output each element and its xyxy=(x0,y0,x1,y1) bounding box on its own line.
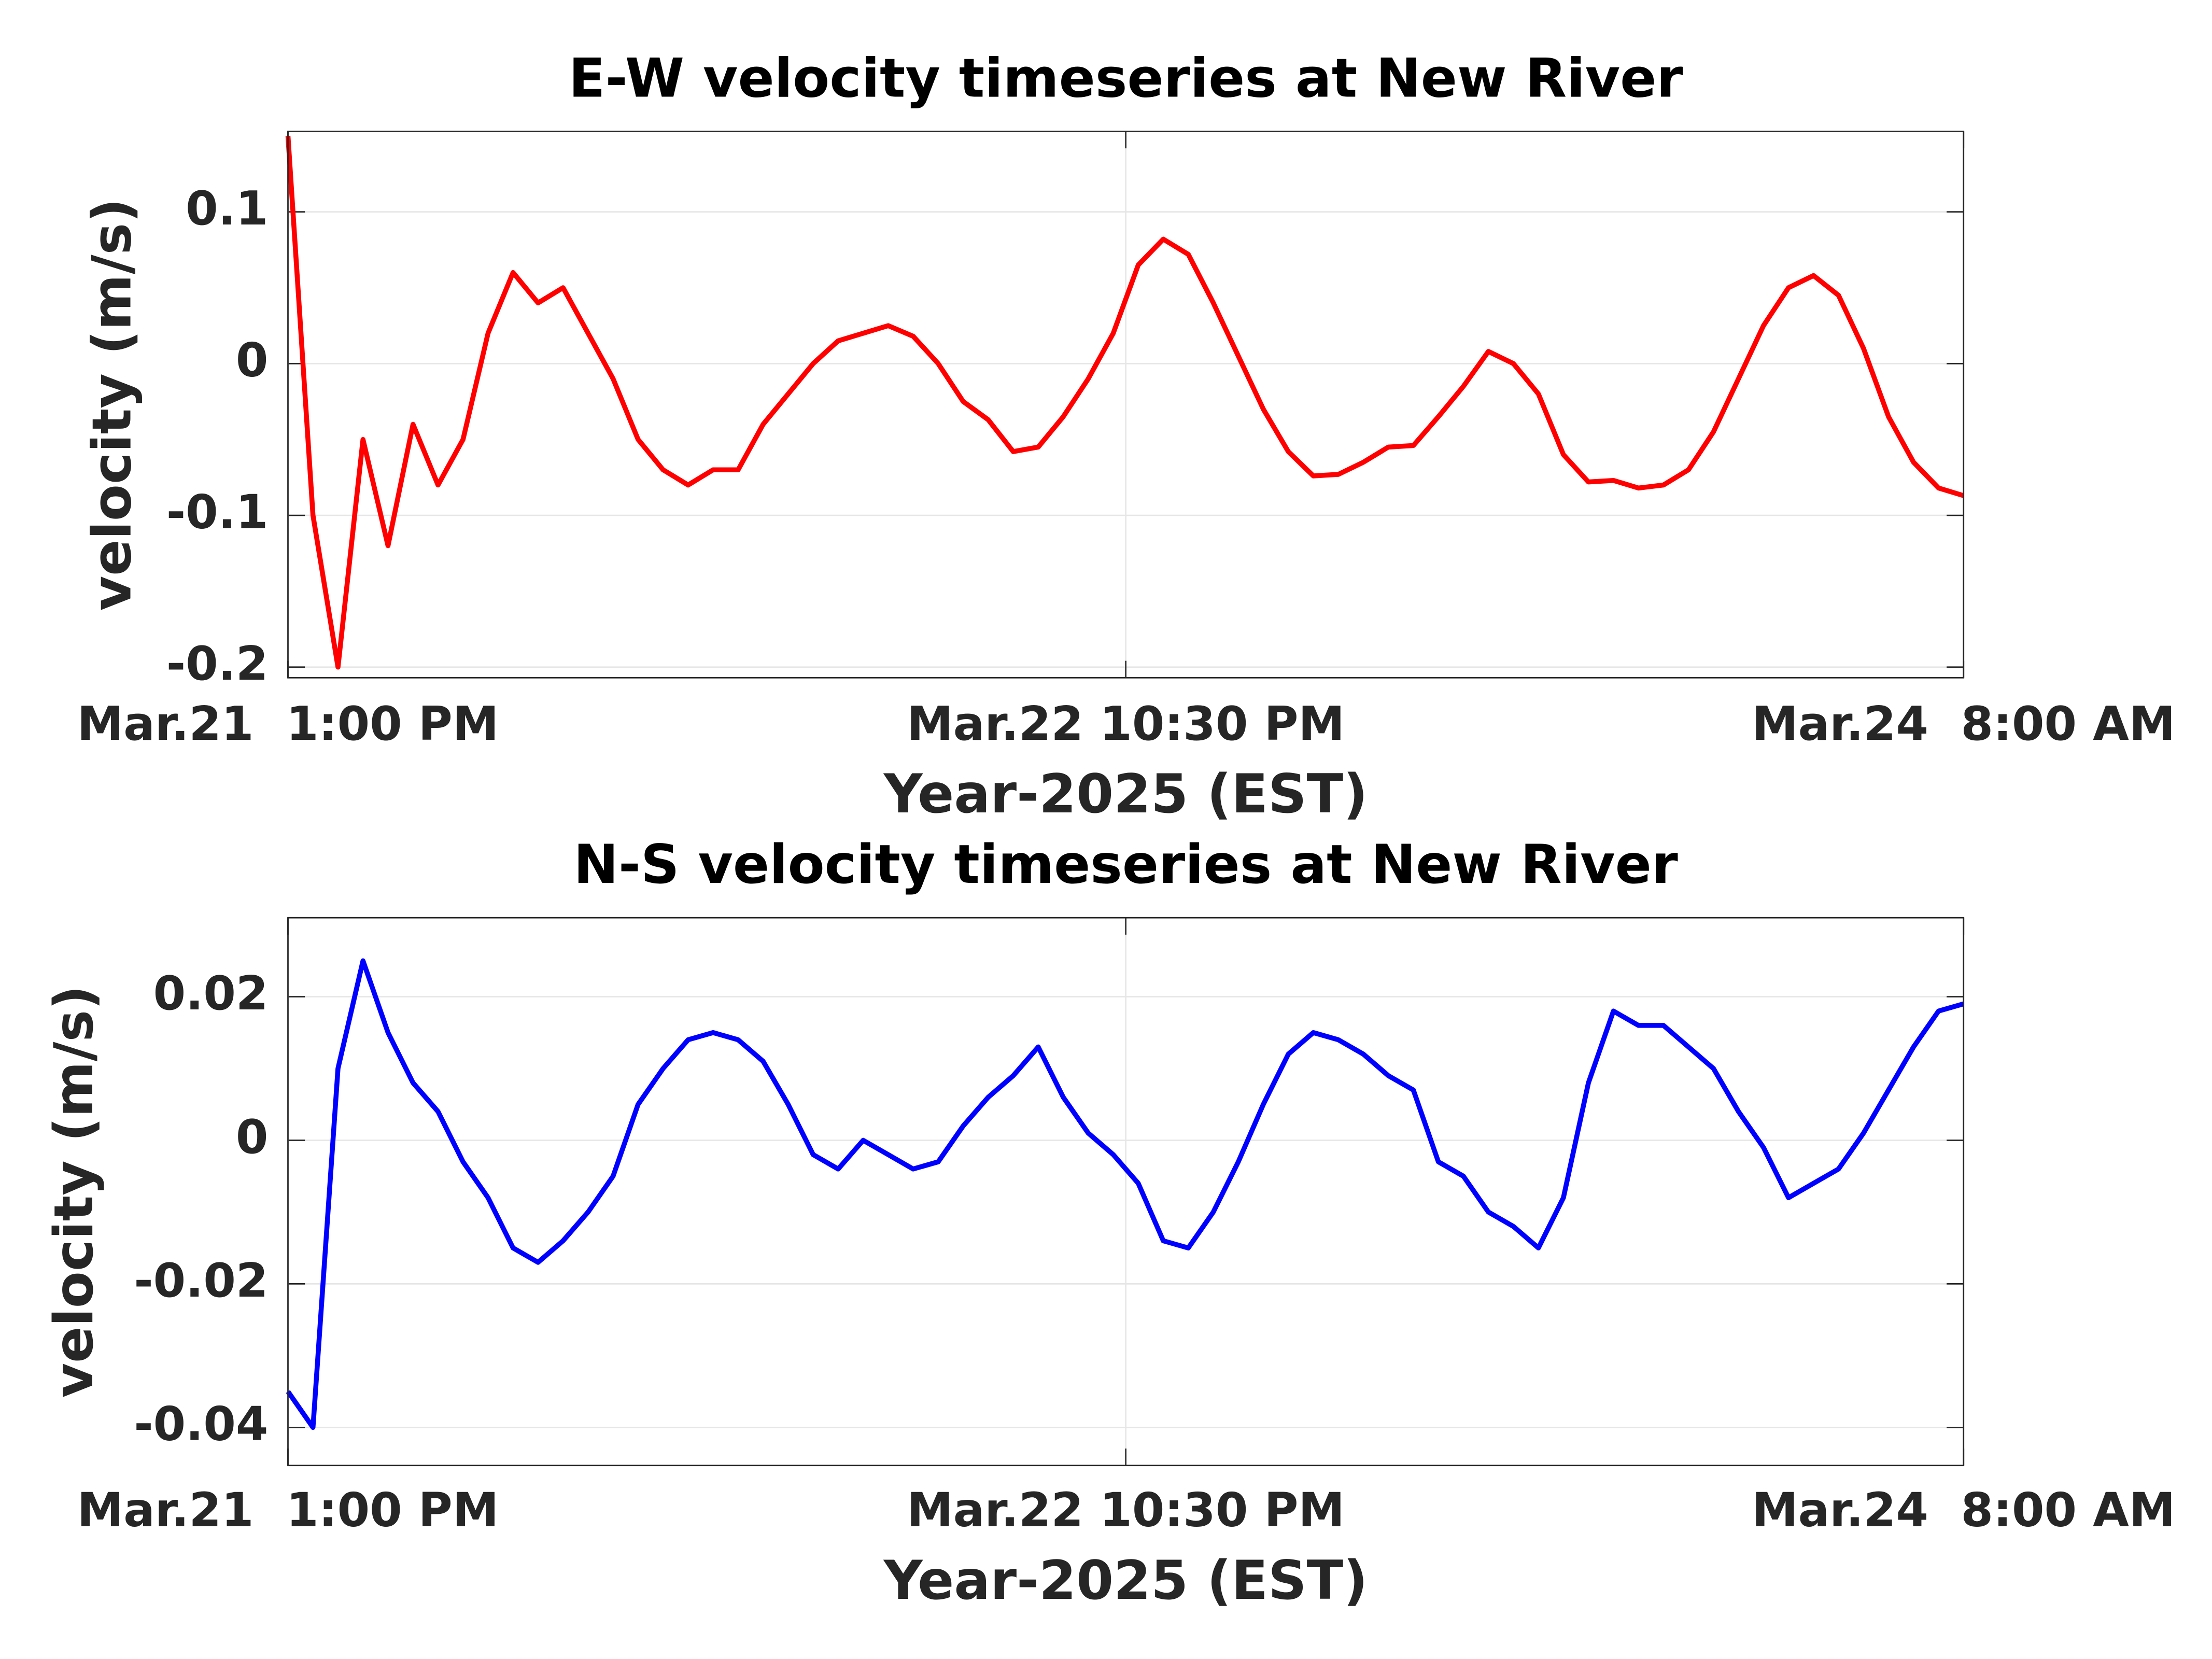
y-tick-label: 0.02 xyxy=(153,967,269,1021)
x-axis-label: Year-2025 (EST) xyxy=(883,1550,1368,1612)
y-tick-label: -0.1 xyxy=(166,485,268,539)
y-axis-label: velocity (m/s) xyxy=(43,986,105,1398)
y-tick-label: -0.04 xyxy=(134,1398,268,1452)
chart-title: E-W velocity timeseries at New River xyxy=(569,47,1683,109)
x-axis-label: Year-2025 (EST) xyxy=(883,763,1368,825)
y-axis-label: velocity (m/s) xyxy=(81,199,144,611)
x-tick-label: Mar.21 1:00 PM xyxy=(77,697,499,751)
y-tick-label: 0 xyxy=(236,334,269,388)
chart-title: N-S velocity timeseries at New River xyxy=(573,834,1678,896)
y-tick-label: 0.1 xyxy=(186,182,268,236)
x-tick-label: Mar.24 8:00 AM xyxy=(1752,697,2175,751)
y-tick-label: -0.02 xyxy=(134,1254,268,1308)
x-tick-label: Mar.21 1:00 PM xyxy=(77,1484,499,1538)
x-tick-label: Mar.22 10:30 PM xyxy=(907,697,1345,751)
y-tick-label: -0.2 xyxy=(166,637,268,691)
x-tick-label: Mar.24 8:00 AM xyxy=(1752,1484,2175,1538)
data-line xyxy=(285,135,1965,670)
axes-box xyxy=(287,917,1965,1467)
y-tick-label: 0 xyxy=(236,1110,269,1164)
axes-box xyxy=(287,131,1965,679)
data-line xyxy=(286,958,1965,1430)
x-tick-label: Mar.22 10:30 PM xyxy=(907,1484,1345,1538)
